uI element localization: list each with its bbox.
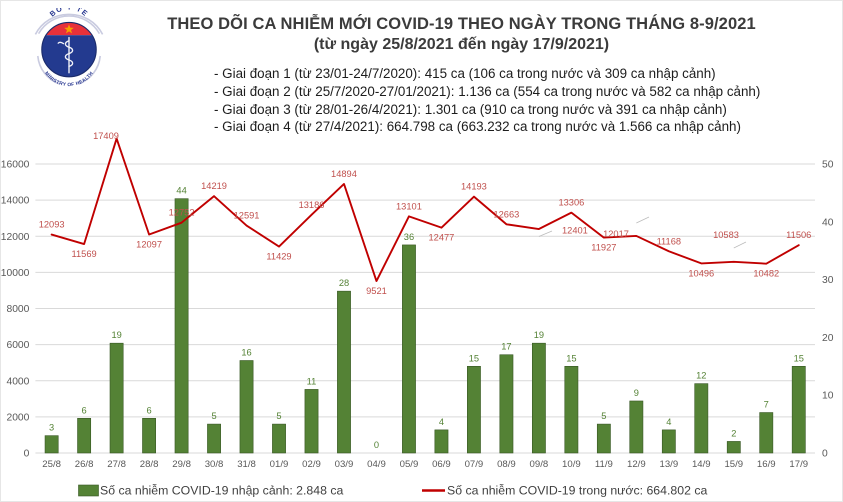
svg-text:Số ca nhiễm COVID-19 nhập cảnh: Số ca nhiễm COVID-19 nhập cảnh: 2.848 ca xyxy=(100,483,344,498)
svg-text:11/9: 11/9 xyxy=(595,459,613,470)
svg-text:03/9: 03/9 xyxy=(335,459,354,470)
svg-text:6: 6 xyxy=(82,405,87,415)
svg-text:02/9: 02/9 xyxy=(302,459,321,470)
svg-text:16: 16 xyxy=(241,348,251,358)
svg-text:16/9: 16/9 xyxy=(757,459,776,470)
svg-text:01/9: 01/9 xyxy=(270,459,289,470)
svg-text:12752: 12752 xyxy=(169,208,195,218)
svg-text:07/9: 07/9 xyxy=(465,459,484,470)
svg-text:14/9: 14/9 xyxy=(692,459,711,470)
svg-text:10583: 10583 xyxy=(713,230,739,240)
svg-text:5: 5 xyxy=(211,411,216,421)
svg-text:8000: 8000 xyxy=(6,304,29,315)
svg-text:12097: 12097 xyxy=(136,240,162,250)
svg-text:5: 5 xyxy=(601,411,606,421)
svg-text:12/9: 12/9 xyxy=(627,459,646,470)
svg-text:10496: 10496 xyxy=(688,268,714,278)
svg-text:05/9: 05/9 xyxy=(400,459,419,470)
svg-text:4: 4 xyxy=(439,417,444,427)
svg-text:14894: 14894 xyxy=(331,169,357,179)
svg-text:12663: 12663 xyxy=(493,209,519,219)
svg-text:11927: 11927 xyxy=(591,243,616,253)
svg-text:12: 12 xyxy=(696,371,706,381)
svg-text:13186: 13186 xyxy=(299,200,325,210)
svg-text:4000: 4000 xyxy=(6,376,29,387)
svg-text:30: 30 xyxy=(822,275,834,286)
svg-text:28: 28 xyxy=(339,278,349,288)
svg-text:27/8: 27/8 xyxy=(107,459,126,470)
svg-text:10482: 10482 xyxy=(753,269,779,279)
svg-text:20: 20 xyxy=(822,333,834,344)
svg-text:4: 4 xyxy=(666,417,671,427)
svg-text:0: 0 xyxy=(24,449,30,460)
svg-text:28/8: 28/8 xyxy=(140,459,159,470)
svg-text:12000: 12000 xyxy=(1,232,30,243)
svg-text:30/8: 30/8 xyxy=(205,459,224,470)
svg-text:17409: 17409 xyxy=(93,131,119,141)
svg-text:17/9: 17/9 xyxy=(789,459,808,470)
svg-text:0: 0 xyxy=(374,440,379,450)
svg-text:10000: 10000 xyxy=(1,268,30,279)
svg-text:04/9: 04/9 xyxy=(367,459,386,470)
svg-text:12093: 12093 xyxy=(39,220,65,230)
svg-text:08/9: 08/9 xyxy=(497,459,516,470)
svg-text:Số ca nhiễm COVID-19 trong nướ: Số ca nhiễm COVID-19 trong nước: 664.802… xyxy=(447,483,707,498)
svg-text:31/8: 31/8 xyxy=(237,459,256,470)
svg-text:13/9: 13/9 xyxy=(659,459,678,470)
svg-text:44: 44 xyxy=(176,186,186,196)
svg-text:7: 7 xyxy=(764,400,769,410)
svg-text:13306: 13306 xyxy=(558,198,584,208)
svg-text:5: 5 xyxy=(276,411,281,421)
svg-text:25/8: 25/8 xyxy=(42,459,61,470)
svg-text:12017: 12017 xyxy=(603,229,629,239)
svg-text:12477: 12477 xyxy=(429,233,455,243)
svg-text:29/8: 29/8 xyxy=(172,459,191,470)
svg-text:14193: 14193 xyxy=(461,182,487,192)
svg-text:6000: 6000 xyxy=(6,340,29,351)
svg-text:11: 11 xyxy=(307,376,317,386)
svg-text:6: 6 xyxy=(147,405,152,415)
svg-text:0: 0 xyxy=(822,449,828,460)
svg-text:16000: 16000 xyxy=(1,160,30,171)
svg-text:06/9: 06/9 xyxy=(432,459,451,470)
svg-text:14000: 14000 xyxy=(1,196,30,207)
svg-text:10/9: 10/9 xyxy=(562,459,581,470)
svg-text:14219: 14219 xyxy=(201,181,227,191)
svg-text:50: 50 xyxy=(822,160,834,171)
svg-text:19: 19 xyxy=(111,330,121,340)
svg-text:13101: 13101 xyxy=(396,201,422,211)
svg-text:15: 15 xyxy=(794,353,804,363)
svg-text:09/8: 09/8 xyxy=(530,459,549,470)
svg-text:26/8: 26/8 xyxy=(75,459,94,470)
svg-text:2: 2 xyxy=(731,428,736,438)
svg-text:12591: 12591 xyxy=(234,211,260,221)
svg-text:9: 9 xyxy=(634,388,639,398)
svg-text:15: 15 xyxy=(469,353,479,363)
svg-text:11429: 11429 xyxy=(266,252,291,262)
svg-text:40: 40 xyxy=(822,217,834,228)
svg-text:11506: 11506 xyxy=(786,230,811,240)
svg-text:36: 36 xyxy=(404,232,414,242)
svg-text:11168: 11168 xyxy=(657,236,681,246)
svg-text:19: 19 xyxy=(534,330,544,340)
svg-text:3: 3 xyxy=(49,423,54,433)
svg-text:9521: 9521 xyxy=(366,286,387,296)
svg-text:12401: 12401 xyxy=(562,226,588,236)
svg-text:2000: 2000 xyxy=(6,412,29,423)
svg-text:10: 10 xyxy=(822,391,834,402)
svg-text:17: 17 xyxy=(501,342,511,352)
svg-text:15: 15 xyxy=(566,353,576,363)
svg-text:11569: 11569 xyxy=(72,249,97,259)
svg-text:15/9: 15/9 xyxy=(724,459,743,470)
